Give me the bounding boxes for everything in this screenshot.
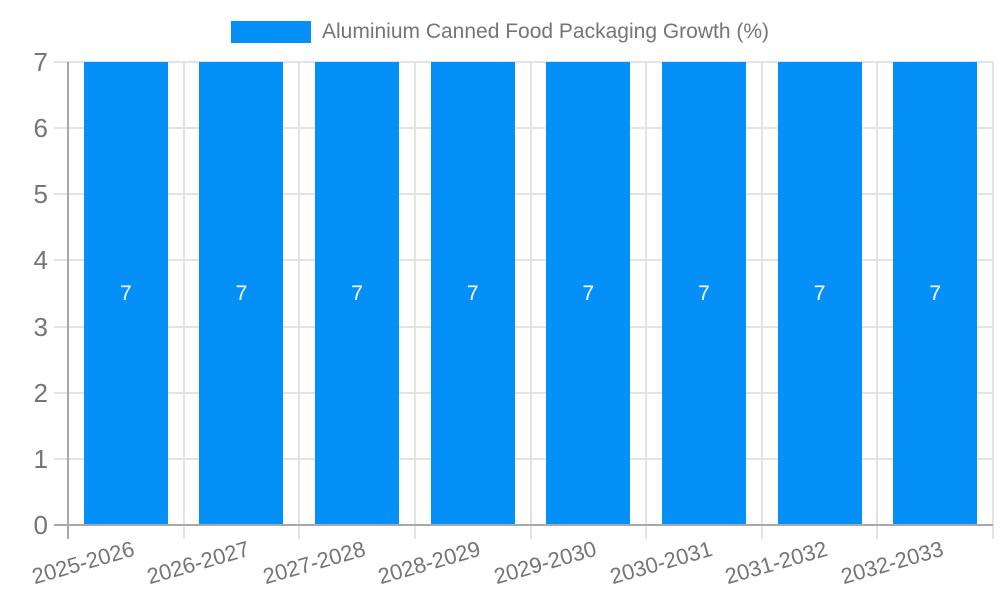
- x-axis-tick-label: 2028-2029: [375, 536, 484, 590]
- y-grid-line: [54, 193, 993, 196]
- y-grid-line: [54, 325, 993, 328]
- x-axis-line: [54, 524, 993, 526]
- x-axis-tick-label: 2025-2026: [28, 536, 137, 590]
- bar[interactable]: 7: [315, 62, 400, 525]
- bar[interactable]: 7: [777, 62, 862, 525]
- bar[interactable]: 7: [430, 62, 515, 525]
- y-axis-tick-label: 4: [33, 245, 48, 276]
- x-grid-line: [182, 62, 185, 539]
- x-grid-line: [298, 62, 301, 539]
- y-grid-line: [54, 259, 993, 262]
- bar-value-label: 7: [351, 281, 363, 305]
- y-axis-tick-label: 2: [33, 377, 48, 408]
- x-grid-line: [645, 62, 648, 539]
- x-axis-tick-label: 2032-2033: [838, 536, 947, 590]
- bar-value-label: 7: [119, 281, 132, 305]
- y-grid-line: [54, 457, 993, 460]
- y-axis-tick-label: 1: [33, 443, 48, 474]
- x-grid-line: [876, 62, 879, 539]
- x-axis-tick-label: 2026-2027: [144, 536, 253, 590]
- y-grid-line: [54, 61, 993, 63]
- bar-value-label: 7: [929, 281, 942, 305]
- bar[interactable]: 7: [893, 62, 978, 525]
- bar-value-label: 7: [813, 281, 826, 305]
- legend-swatch-icon: [230, 21, 311, 43]
- legend-label: Aluminium Canned Food Packaging Growth (…: [321, 20, 770, 43]
- bar-value-label: 7: [698, 281, 710, 305]
- bar[interactable]: 7: [199, 62, 284, 525]
- y-axis-tick-label: 5: [33, 179, 48, 210]
- x-axis-tick-label: 2031-2032: [722, 536, 831, 590]
- x-axis-tick-label: 2027-2028: [259, 536, 368, 590]
- x-grid-line: [992, 62, 994, 539]
- y-axis-tick-label: 7: [33, 47, 48, 77]
- bar[interactable]: 7: [546, 62, 631, 525]
- bar-value-label: 7: [235, 281, 248, 305]
- legend[interactable]: Aluminium Canned Food Packaging Growth (…: [0, 10, 1000, 54]
- y-axis-tick-label: 6: [33, 113, 48, 144]
- y-grid-line: [54, 127, 993, 130]
- x-grid-line: [413, 62, 416, 539]
- x-grid-line: [760, 62, 763, 539]
- y-axis-tick-label: 0: [33, 510, 48, 540]
- y-grid-line: [54, 391, 993, 394]
- y-axis-tick-label: 3: [33, 311, 48, 342]
- bar[interactable]: 7: [83, 62, 168, 525]
- y-axis-line: [67, 62, 69, 539]
- bar-value-label: 7: [466, 281, 479, 305]
- bar-value-label: 7: [582, 281, 595, 305]
- x-axis-tick-label: 2029-2030: [491, 536, 600, 590]
- bar[interactable]: 7: [661, 62, 746, 525]
- x-axis-tick-label: 2030-2031: [606, 536, 715, 590]
- x-grid-line: [529, 62, 532, 539]
